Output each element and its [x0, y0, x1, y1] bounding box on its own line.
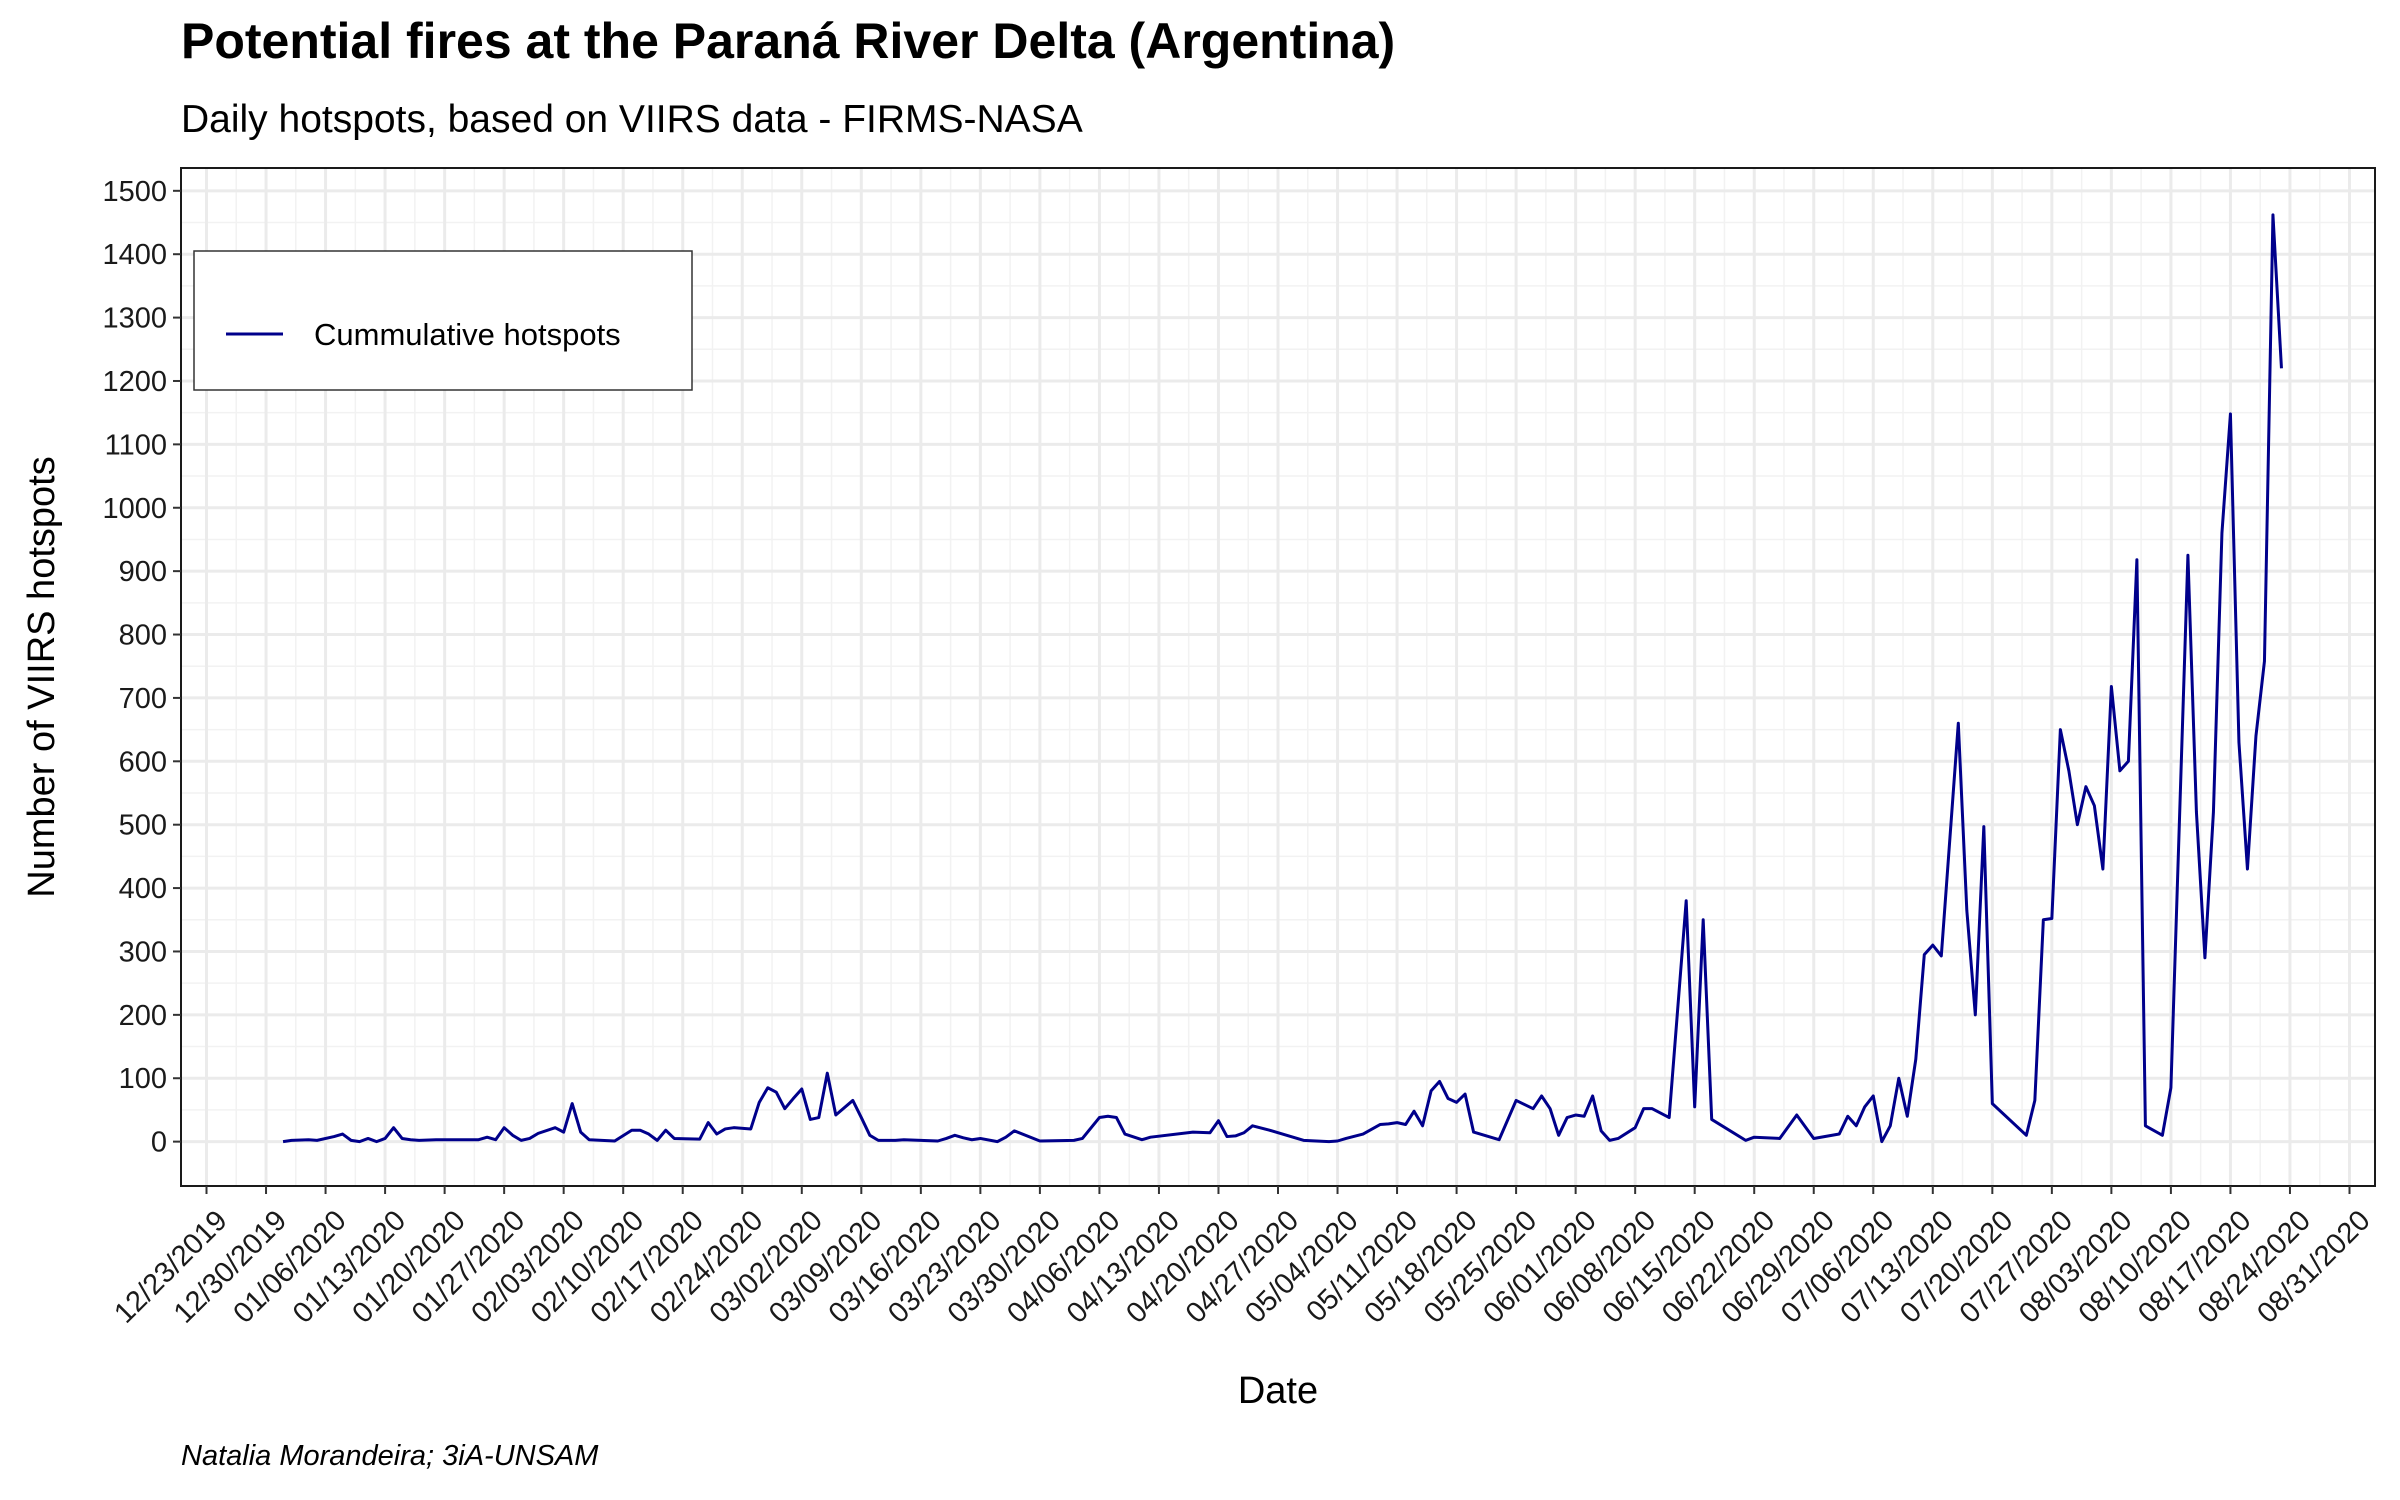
y-tick-label: 1200	[102, 366, 167, 398]
y-tick-label: 1400	[102, 239, 167, 271]
y-tick-label: 300	[119, 936, 167, 968]
y-tick-label: 500	[119, 810, 167, 842]
chart-title: Potential fires at the Paraná River Delt…	[181, 13, 1395, 69]
y-tick-label: 600	[119, 746, 167, 778]
legend-label: Cummulative hotspots	[314, 317, 621, 352]
data-line	[282, 213, 2283, 1144]
grid	[181, 168, 2375, 1186]
y-tick-label: 1000	[102, 493, 167, 525]
y-axis-title: Number of VIIRS hotspots	[21, 456, 63, 897]
y-tick-label: 800	[119, 620, 167, 652]
caption: Natalia Morandeira; 3iA-UNSAM	[181, 1440, 599, 1472]
y-tick-label: 1100	[105, 429, 167, 461]
legend-box	[193, 250, 693, 391]
plot-marks	[282, 213, 2283, 1144]
legend: Cummulative hotspots	[193, 250, 693, 391]
y-tick-label: 0	[151, 1127, 167, 1159]
chart-subtitle: Daily hotspots, based on VIIRS data - FI…	[181, 98, 1083, 141]
y-tick-label: 900	[119, 556, 167, 588]
y-tick-label: 1500	[102, 176, 167, 208]
y-tick-label: 200	[119, 1000, 167, 1032]
y-tick-label: 100	[119, 1063, 167, 1095]
y-tick-label: 400	[119, 873, 167, 905]
y-tick-label: 1300	[102, 303, 167, 335]
x-axis-title: Date	[1238, 1370, 1318, 1412]
y-tick-label: 700	[119, 683, 167, 715]
